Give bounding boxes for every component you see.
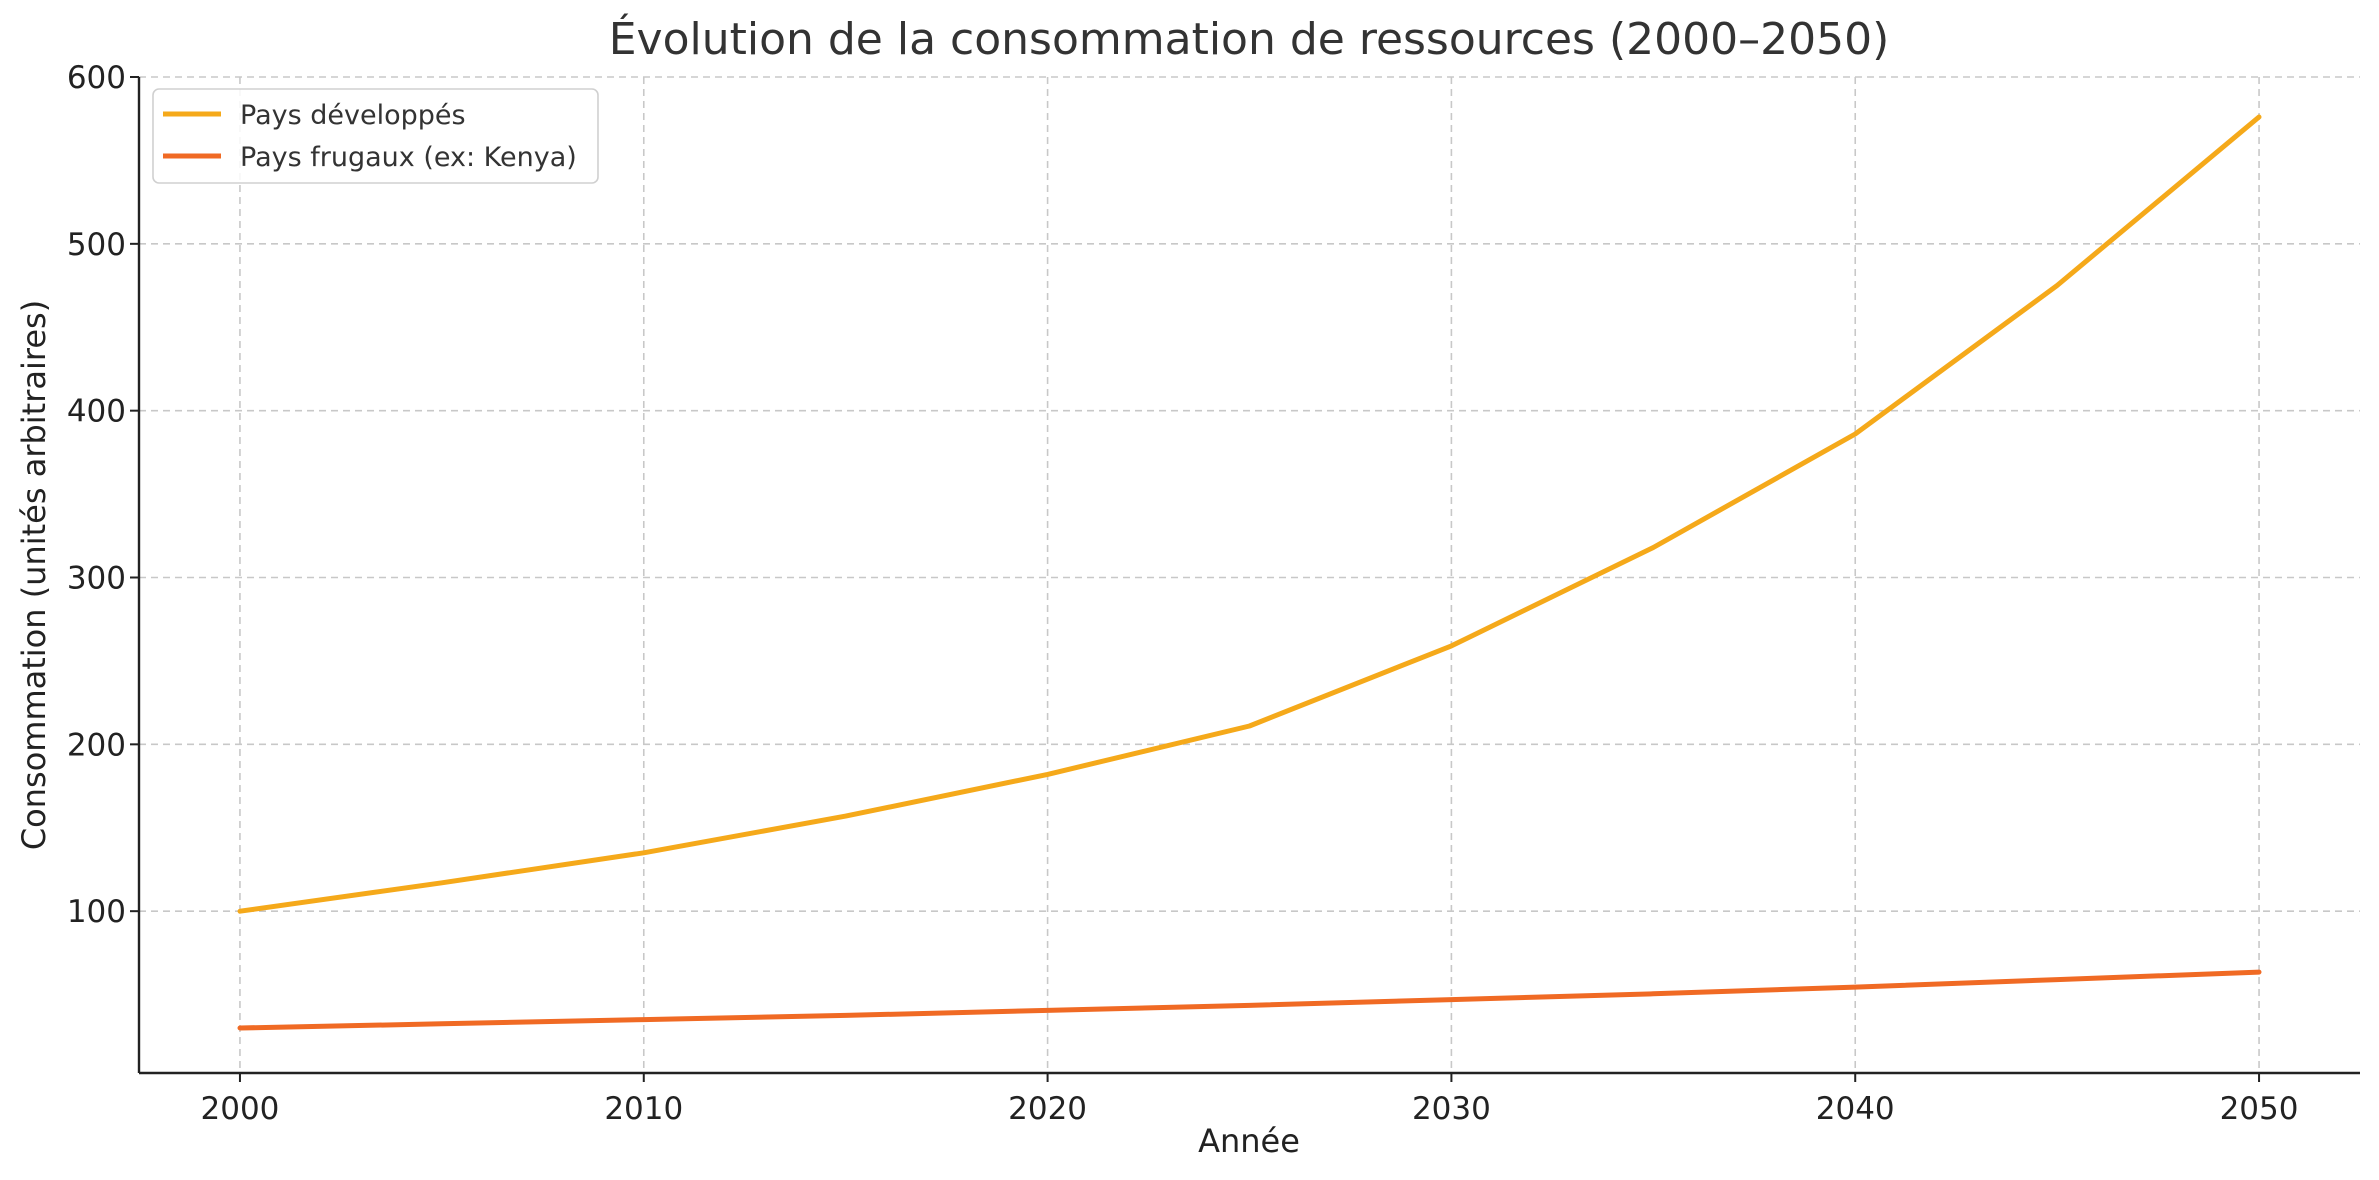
y-tick-label-200: 200 — [67, 727, 126, 763]
x-tick-label-2030: 2030 — [1412, 1091, 1491, 1127]
y-axis-label: Consommation (unités arbitraires) — [15, 300, 53, 850]
gridlines — [139, 76, 2360, 1073]
chart-title: Évolution de la consommation de ressourc… — [609, 12, 1890, 65]
x-axis-label: Année — [1198, 1122, 1300, 1160]
x-tick-label-2040: 2040 — [1816, 1091, 1895, 1127]
legend-box — [152, 88, 599, 184]
axis-ticks: 2000 2010 2020 2030 2040 2050 100 200 300 400 500 6… — [67, 60, 2299, 1127]
y-tick-label-600: 600 — [67, 60, 126, 96]
series-line-1 — [237, 969, 2262, 1031]
series-lines — [237, 114, 2262, 1031]
legend-label-pays-frugaux: Pays frugaux (ex: Kenya) — [240, 142, 577, 173]
x-tick-label-2020: 2020 — [1008, 1091, 1087, 1127]
x-tick-label-2000: 2000 — [201, 1091, 280, 1127]
y-tick-label-400: 400 — [67, 394, 126, 430]
legend-label-pays-developpes: Pays développés — [240, 100, 466, 131]
x-tick-label-2050: 2050 — [2220, 1091, 2299, 1127]
y-tick-label-500: 500 — [67, 227, 126, 263]
x-tick-label-2010: 2010 — [604, 1091, 683, 1127]
series-line-0 — [237, 114, 2262, 914]
y-tick-label-100: 100 — [67, 894, 126, 930]
y-tick-label-300: 300 — [67, 561, 126, 597]
legend: Pays développés Pays frugaux (ex: Kenya) — [152, 88, 599, 184]
